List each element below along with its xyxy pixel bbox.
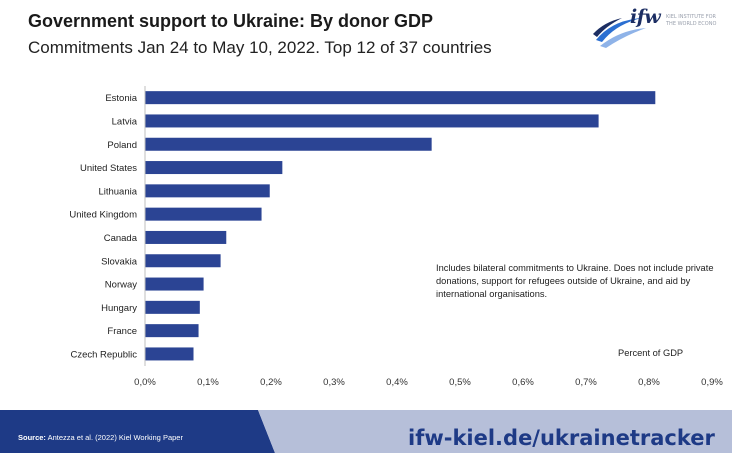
x-tick-label: 0,8% (638, 377, 660, 388)
bar-estonia (145, 91, 656, 105)
footer-band (0, 410, 732, 453)
chart-subtitle: Commitments Jan 24 to May 10, 2022. Top … (28, 38, 492, 57)
category-label: Hungary (101, 303, 137, 314)
category-label: Norway (105, 280, 137, 291)
x-tick-label: 0,6% (512, 377, 534, 388)
source-text: Antezza et al. (2022) Kiel Working Paper (45, 433, 183, 442)
source-citation: Source: Antezza et al. (2022) Kiel Worki… (18, 433, 183, 442)
category-label: Canada (104, 233, 138, 244)
ifw-logo: ifw KIEL INSTITUTE FOR THE WORLD ECONO (590, 6, 732, 52)
category-label: Slovakia (101, 256, 138, 267)
category-label: Poland (107, 140, 137, 151)
source-label: Source: (18, 433, 46, 442)
bar-slovakia (145, 254, 221, 268)
logo-tagline-1: KIEL INSTITUTE FOR (666, 14, 717, 20)
x-tick-label: 0,7% (575, 377, 597, 388)
logo-tagline-2: THE WORLD ECONO (666, 21, 717, 27)
logo-wordmark: ifw (630, 6, 661, 28)
bar-canada (145, 230, 227, 244)
bar-poland (145, 137, 432, 151)
unit-label: Percent of GDP (618, 348, 684, 358)
category-label: Lithuania (98, 186, 137, 197)
chart-title: Government support to Ukraine: By donor … (28, 11, 434, 31)
x-tick-label: 0,3% (323, 377, 345, 388)
category-label: United States (80, 163, 137, 174)
bar-united-states (145, 161, 283, 175)
bar-france (145, 324, 199, 338)
x-tick-label: 0,4% (386, 377, 408, 388)
bar-lithuania (145, 184, 270, 198)
tracker-url-link[interactable]: ifw-kiel.de/ukrainetracker (408, 426, 715, 450)
category-label: United Kingdom (69, 210, 137, 221)
bar-latvia (145, 114, 599, 128)
x-tick-label: 0,9% (701, 377, 723, 388)
x-tick-label: 0,5% (449, 377, 471, 388)
category-label: Estonia (105, 93, 137, 104)
bar-united-kingdom (145, 207, 262, 221)
bar-chart: Estonia Latvia Poland United States Lithuani… (69, 86, 723, 388)
x-tick-label: 0,1% (197, 377, 219, 388)
globe-swoosh-icon (593, 18, 646, 48)
category-label: France (107, 326, 137, 337)
bar-hungary (145, 300, 200, 314)
bar-czech-republic (145, 347, 194, 361)
bar-norway (145, 277, 204, 291)
category-label: Latvia (112, 116, 138, 127)
x-tick-label: 0,0% (134, 377, 156, 388)
category-label: Czech Republic (70, 349, 137, 360)
chart-note: Includes bilateral commitments to Ukrain… (436, 263, 714, 299)
x-tick-label: 0,2% (260, 377, 282, 388)
